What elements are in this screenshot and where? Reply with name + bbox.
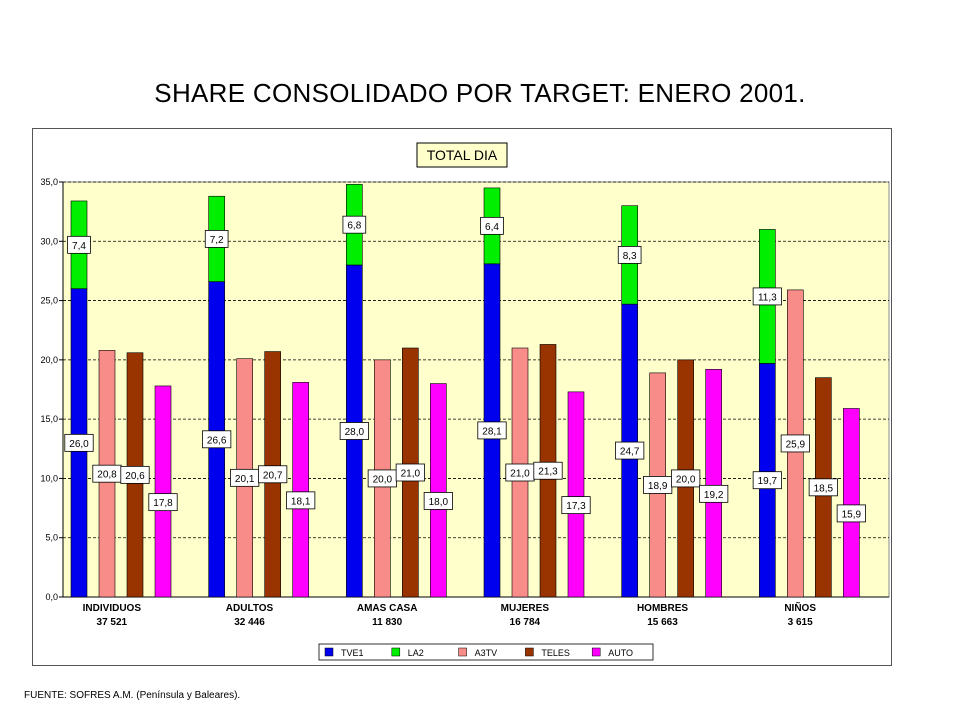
legend-label: TELES [541, 648, 570, 658]
data-label-tve1: 26,0 [69, 439, 89, 450]
data-label-auto-box [561, 496, 591, 515]
data-label-a3tv: 18,9 [648, 481, 668, 492]
bar-auto [154, 385, 172, 598]
category-sublabel: 37 521 [97, 617, 128, 628]
category-sublabel: 15 663 [647, 617, 678, 628]
data-label-a3tv: 20,0 [373, 474, 393, 485]
data-label-tve1: 26,6 [207, 435, 227, 446]
data-label-la2-box [480, 216, 504, 235]
data-label-tve1-box [64, 433, 94, 452]
data-label-auto-box [699, 484, 729, 503]
bar-auto [292, 382, 309, 598]
data-label-auto: 18,1 [291, 496, 311, 507]
plot-area [62, 181, 890, 598]
chart-frame: 0,0 5,0 10,0 15,0 20,0 25,0 30,0 35,0 TOTAL DIA 2… [32, 128, 892, 666]
data-label-la2: 7,4 [72, 241, 86, 252]
legend-label: LA2 [408, 648, 424, 658]
chart-title-box [416, 142, 508, 168]
y-tick-label: 25,0 [40, 296, 58, 306]
legend-label: A3TV [475, 648, 498, 658]
legend-swatch [324, 647, 334, 657]
data-label-tele5-box [120, 465, 150, 484]
legend-label: TVE1 [341, 648, 364, 658]
bar-auto [705, 369, 722, 598]
data-label-la2-box [204, 230, 229, 248]
legend-swatch [458, 647, 467, 657]
category-sublabel: 16 784 [510, 617, 541, 628]
data-label-auto-box [148, 493, 178, 512]
data-label-tve1-box [339, 422, 369, 440]
source-note: FUENTE: SOFRES A.M. (Península y Baleare… [24, 690, 241, 701]
category-label: NIÑOS [784, 601, 816, 614]
data-label-tve1-box [752, 471, 782, 490]
data-label-auto: 18,0 [429, 497, 449, 508]
y-tick-label: 30,0 [40, 236, 58, 246]
data-label-auto: 17,3 [566, 501, 586, 512]
data-label-la2: 8,3 [623, 251, 637, 262]
data-label-tele5-box [258, 465, 288, 484]
legend-box [318, 643, 654, 661]
data-label-auto-box [286, 491, 316, 510]
data-label-tele5: 21,0 [401, 469, 421, 480]
category-sublabel: 32 446 [234, 617, 265, 628]
data-label-tve1-box [615, 441, 645, 460]
data-label-la2-box [67, 235, 91, 254]
y-tick-label: 20,0 [40, 355, 58, 365]
legend-swatch [525, 647, 534, 657]
data-label-la2: 7,2 [210, 235, 224, 246]
data-label-la2: 11,3 [758, 292, 777, 303]
category-label: AMAS CASA [357, 603, 418, 614]
data-label-tele5: 20,7 [263, 470, 283, 481]
data-label-tve1: 24,7 [620, 447, 640, 458]
bar-auto [430, 383, 447, 598]
data-label-tve1: 28,1 [482, 426, 502, 437]
data-label-auto-box [423, 492, 453, 510]
data-label-auto: 15,9 [842, 509, 862, 520]
y-tick-label: 15,0 [40, 414, 58, 424]
category-label: ADULTOS [226, 603, 274, 614]
data-label-tve1-box [477, 421, 507, 440]
legend-swatch [591, 647, 601, 657]
data-label-tele5-box [395, 463, 425, 482]
page-title: SHARE CONSOLIDADO POR TARGET: ENERO 2001… [154, 78, 806, 108]
bar-chart: 0,0 5,0 10,0 15,0 20,0 25,0 30,0 35,0 TOTAL DIA 2… [40, 142, 890, 661]
data-label-la2-box [752, 287, 782, 306]
data-label-auto-box [836, 504, 866, 523]
data-label-tele5-box [533, 461, 563, 480]
data-label-a3tv-box [780, 434, 810, 453]
data-label-la2: 6,4 [485, 222, 499, 233]
category-label: MUJERES [501, 603, 550, 614]
data-label-tele5-box [808, 478, 838, 497]
data-label-a3tv: 25,9 [786, 439, 806, 450]
data-label-auto: 19,2 [704, 490, 724, 501]
data-label-auto: 17,8 [153, 498, 173, 509]
data-label-la2: 6,8 [347, 221, 361, 232]
data-label-a3tv: 21,0 [510, 469, 530, 480]
legend-label: AUTO [608, 648, 633, 658]
data-label-tele5: 18,5 [814, 483, 834, 494]
bar-auto [843, 408, 860, 598]
data-label-tve1: 19,7 [758, 476, 778, 487]
data-label-la2-box [342, 215, 367, 234]
data-label-tve1-box [202, 430, 232, 449]
data-label-tele5: 21,3 [538, 467, 558, 478]
data-label-a3tv: 20,8 [97, 470, 117, 481]
y-tick-label: 5,0 [45, 533, 58, 543]
bar-auto [567, 391, 585, 598]
y-tick-label: 0,0 [45, 592, 58, 602]
chart-title: TOTAL DIA [427, 147, 498, 163]
data-label-tele5: 20,0 [676, 474, 696, 485]
y-tick-label: 10,0 [40, 473, 58, 483]
category-label: HOMBRES [637, 603, 688, 614]
data-label-tele5: 20,6 [125, 471, 145, 482]
y-tick-label: 35,0 [40, 177, 58, 187]
category-sublabel: 11 830 [372, 617, 402, 628]
legend-swatch [391, 647, 401, 657]
data-label-tve1: 28,0 [345, 427, 365, 438]
category-sublabel: 3 615 [788, 617, 813, 628]
data-label-a3tv: 20,1 [235, 474, 255, 485]
data-label-tele5-box [671, 469, 701, 488]
category-label: INDIVIDUOS [83, 603, 142, 614]
data-label-la2-box [617, 246, 642, 264]
